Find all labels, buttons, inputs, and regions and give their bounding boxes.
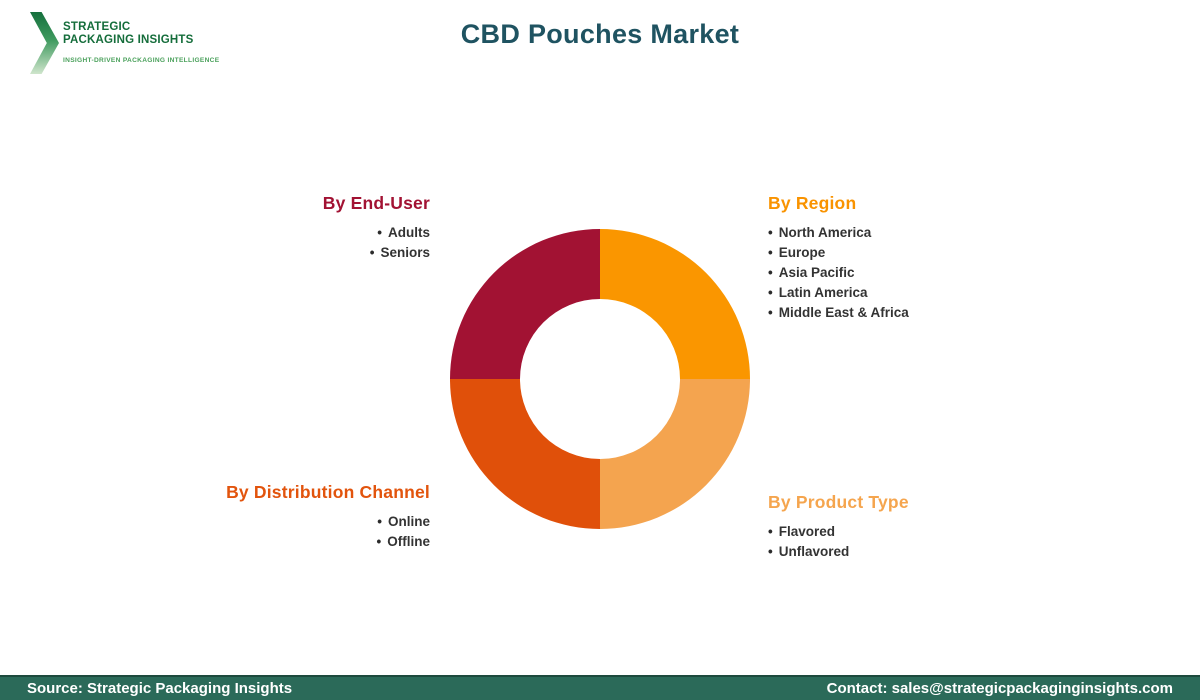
donut-chart: [450, 229, 750, 529]
section-product-type-list: Flavored Unflavored: [768, 522, 1088, 562]
brand-logo: STRATEGIC PACKAGING INSIGHTS INSIGHT-DRI…: [30, 10, 219, 74]
logo-tagline: INSIGHT-DRIVEN PACKAGING INTELLIGENCE: [63, 57, 220, 64]
footer-bar: Source: Strategic Packaging Insights Con…: [0, 675, 1200, 700]
section-region-heading: By Region: [768, 193, 857, 213]
list-item: Europe: [768, 243, 1088, 263]
donut-chart-svg: [450, 229, 750, 529]
section-end-user: By End-User Adults Seniors: [110, 193, 430, 263]
list-item: Seniors: [110, 243, 430, 263]
logo-line2: PACKAGING INSIGHTS: [63, 34, 194, 46]
list-item: Unflavored: [768, 542, 1088, 562]
list-item: Asia Pacific: [768, 263, 1088, 283]
section-product-type-heading: By Product Type: [768, 492, 909, 512]
section-end-user-list: Adults Seniors: [110, 223, 430, 263]
section-region: By Region North America Europe Asia Paci…: [768, 193, 1088, 323]
footer-contact-email: Contact: sales@strategicpackaginginsight…: [826, 680, 1173, 697]
section-region-list: North America Europe Asia Pacific Latin …: [768, 223, 1088, 323]
donut-segment-distribution-channel: [450, 379, 600, 529]
list-item: Offline: [110, 532, 430, 552]
list-item: Latin America: [768, 283, 1088, 303]
donut-segment-product-type: [600, 379, 750, 529]
section-end-user-heading: By End-User: [322, 193, 430, 213]
section-product-type: By Product Type Flavored Unflavored: [768, 492, 1088, 562]
logo-text: STRATEGIC PACKAGING INSIGHTS INSIGHT-DRI…: [63, 10, 219, 64]
list-item: Flavored: [768, 522, 1088, 542]
section-distribution-channel-list: Online Offline: [110, 512, 430, 552]
section-distribution-channel: By Distribution Channel Online Offline: [110, 482, 430, 552]
donut-segment-end-user: [450, 229, 600, 379]
footer-source-text: Source: Strategic Packaging Insights: [27, 680, 293, 697]
section-distribution-channel-heading: By Distribution Channel: [226, 482, 430, 502]
page-title: CBD Pouches Market: [460, 19, 740, 49]
list-item: Online: [110, 512, 430, 532]
list-item: Middle East & Africa: [768, 303, 1088, 323]
list-item: North America: [768, 223, 1088, 243]
logo-line1: STRATEGIC: [63, 21, 131, 33]
donut-segment-region: [600, 229, 750, 379]
list-item: Adults: [110, 223, 430, 243]
